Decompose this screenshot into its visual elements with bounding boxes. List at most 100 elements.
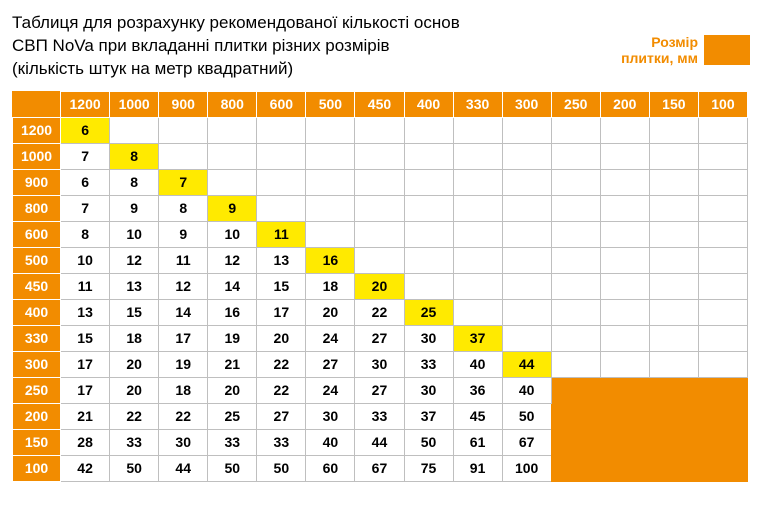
table-cell: 30 [306, 403, 355, 429]
table-cell [649, 143, 698, 169]
table-cell [698, 117, 747, 143]
table-cell [600, 143, 649, 169]
table-cell: 7 [61, 143, 110, 169]
table-cell: 8 [110, 143, 159, 169]
row-header: 1200 [13, 117, 61, 143]
table-cell [453, 143, 502, 169]
table-cell [600, 247, 649, 273]
table-cell: 14 [208, 273, 257, 299]
row-header: 100 [13, 455, 61, 481]
title-line-3: (кількість штук на метр квадратний) [12, 59, 293, 78]
row-header: 250 [13, 377, 61, 403]
table-cell: 17 [159, 325, 208, 351]
col-header: 300 [502, 91, 551, 117]
table-cell: 61 [453, 429, 502, 455]
table-cell [649, 273, 698, 299]
legend-swatch [704, 35, 750, 65]
table-cell [453, 299, 502, 325]
table-cell: 50 [110, 455, 159, 481]
row-header: 200 [13, 403, 61, 429]
table-cell [208, 169, 257, 195]
row-header: 1000 [13, 143, 61, 169]
legend-label: Розмір плитки, мм [621, 34, 698, 66]
table-cell [649, 117, 698, 143]
table-cell: 27 [355, 377, 404, 403]
col-header: 500 [306, 91, 355, 117]
table-cell: 10 [61, 247, 110, 273]
table-cell: 16 [306, 247, 355, 273]
table-cell [698, 221, 747, 247]
table-cell [502, 299, 551, 325]
table-cell: 17 [257, 299, 306, 325]
table-cell: 24 [306, 325, 355, 351]
table-cell [649, 325, 698, 351]
legend-fill-block [551, 377, 747, 481]
row-header: 150 [13, 429, 61, 455]
table-cell [551, 325, 600, 351]
table-cell [551, 221, 600, 247]
table-cell: 50 [502, 403, 551, 429]
table-cell: 33 [404, 351, 453, 377]
table-cell: 33 [355, 403, 404, 429]
table-cell [551, 299, 600, 325]
table-cell: 20 [355, 273, 404, 299]
table-cell [355, 195, 404, 221]
table-cell: 19 [159, 351, 208, 377]
table-cell: 10 [208, 221, 257, 247]
table-cell [306, 221, 355, 247]
table-cell: 9 [110, 195, 159, 221]
table-cell: 28 [61, 429, 110, 455]
table-cell: 67 [355, 455, 404, 481]
table-cell [159, 143, 208, 169]
table-cell [649, 247, 698, 273]
table-cell [551, 351, 600, 377]
table-cell: 20 [306, 299, 355, 325]
table-cell: 12 [159, 273, 208, 299]
table-cell: 8 [110, 169, 159, 195]
table-cell: 18 [306, 273, 355, 299]
table-cell [306, 169, 355, 195]
table-cell [453, 169, 502, 195]
table-cell [306, 195, 355, 221]
table-cell: 50 [208, 455, 257, 481]
row-header: 400 [13, 299, 61, 325]
row-header: 600 [13, 221, 61, 247]
table-cell: 50 [404, 429, 453, 455]
title-line-1: Таблиця для розрахунку рекомендованої кі… [12, 13, 460, 32]
table-cell: 21 [61, 403, 110, 429]
table-cell: 44 [159, 455, 208, 481]
table-cell [698, 325, 747, 351]
table-cell: 8 [159, 195, 208, 221]
table-cell: 20 [110, 377, 159, 403]
table-cell [257, 143, 306, 169]
table-cell: 30 [404, 325, 453, 351]
calc-table: 1200100090080060050045040033030025020015… [12, 91, 748, 482]
table-cell: 7 [159, 169, 208, 195]
table-cell [502, 247, 551, 273]
col-header: 250 [551, 91, 600, 117]
table-cell [600, 117, 649, 143]
table-cell [404, 195, 453, 221]
table-cell [404, 273, 453, 299]
table-cell: 27 [306, 351, 355, 377]
table-cell [551, 273, 600, 299]
table-cell [551, 169, 600, 195]
table-cell [698, 143, 747, 169]
table-cell [355, 143, 404, 169]
table-cell: 13 [110, 273, 159, 299]
table-cell: 11 [61, 273, 110, 299]
table-cell: 15 [257, 273, 306, 299]
table-cell [453, 247, 502, 273]
table-cell [355, 169, 404, 195]
table-cell [698, 273, 747, 299]
table-cell: 67 [502, 429, 551, 455]
table-cell [404, 221, 453, 247]
table-cell: 27 [257, 403, 306, 429]
table-cell [551, 117, 600, 143]
col-header: 1000 [110, 91, 159, 117]
table-cell [698, 299, 747, 325]
table-cell [698, 169, 747, 195]
table-cell [404, 247, 453, 273]
table-cell [502, 325, 551, 351]
table-cell: 8 [61, 221, 110, 247]
